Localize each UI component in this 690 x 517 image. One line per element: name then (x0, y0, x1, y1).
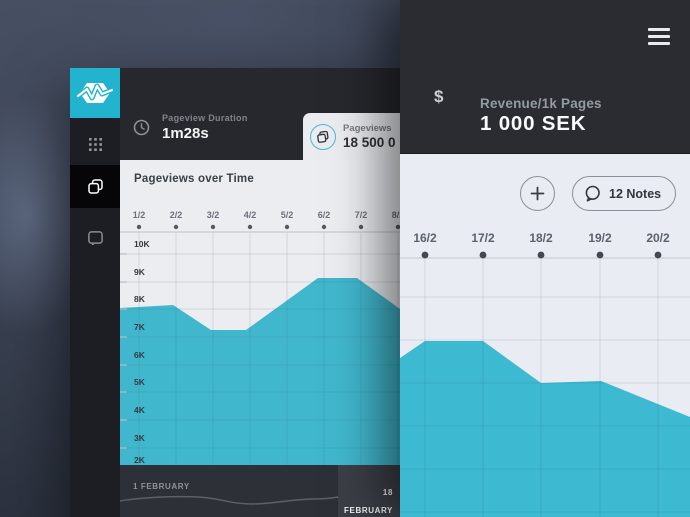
pages-icon-circle (310, 123, 336, 150)
svg-text:6/2: 6/2 (318, 210, 331, 220)
duration-label: Pageview Duration (162, 113, 248, 123)
range-end-label: 18 FEBRUARY (344, 488, 393, 515)
svg-text:5/2: 5/2 (281, 210, 294, 220)
svg-text:18/2: 18/2 (529, 231, 553, 245)
sidebar-item-apps[interactable] (70, 126, 120, 162)
mobile-dashboard-panel: $ Revenue/1k Pages 1 000 SEK 12 Notes 16… (400, 0, 690, 517)
layers-icon (87, 179, 103, 194)
sidebar-item-reports-active[interactable] (70, 165, 120, 208)
left-main-column: Pageview Duration 1m28s (120, 68, 400, 517)
svg-text:5K: 5K (134, 377, 146, 387)
pageviews-tab-label: Pageviews (343, 123, 392, 134)
duration-value: 1m28s (162, 125, 209, 142)
svg-text:7K: 7K (134, 322, 146, 332)
pageviews-chart-card: Pageviews over Time 1/2 2/2 3/2 4/2 5/2 6/2 7/… (120, 160, 400, 465)
pages-icon (317, 130, 329, 143)
svg-text:4K: 4K (134, 405, 146, 415)
range-selected-segment[interactable]: 18 FEBRUARY (338, 465, 400, 517)
svg-text:8K: 8K (134, 294, 146, 304)
chat-icon (585, 185, 600, 202)
svg-text:20/2: 20/2 (646, 231, 670, 245)
hamburger-menu-icon[interactable] (648, 28, 670, 45)
pageviews-tab-value: 18 500 0 (343, 135, 396, 150)
revenue-chart-card: 12 Notes 16/2 17/2 18/2 19/2 20/2 (400, 154, 690, 517)
plus-icon (530, 186, 545, 201)
pageviews-tab-selected[interactable]: Pageviews 18 500 0 (303, 113, 400, 160)
monitor-icon (87, 231, 103, 245)
svg-text:1/2: 1/2 (133, 210, 146, 220)
svg-text:6K: 6K (134, 350, 146, 360)
svg-text:3/2: 3/2 (207, 210, 220, 220)
svg-text:9K: 9K (134, 267, 146, 277)
svg-text:2K: 2K (134, 455, 146, 465)
svg-text:7/2: 7/2 (355, 210, 368, 220)
svg-text:19/2: 19/2 (588, 231, 612, 245)
add-note-button[interactable] (520, 176, 555, 211)
pageviews-area-chart: 1/2 2/2 3/2 4/2 5/2 6/2 7/2 8/2 10K 9K 8K 7K 6K 5K 4K 3… (120, 210, 400, 465)
svg-text:2/2: 2/2 (170, 210, 183, 220)
revenue-label: Revenue/1k Pages (480, 96, 602, 111)
desktop-dashboard-panel: Pageview Duration 1m28s (70, 68, 400, 517)
app-logo[interactable] (70, 68, 120, 118)
dollar-icon: $ (434, 87, 444, 106)
svg-text:8/2: 8/2 (392, 210, 400, 220)
notes-count-label: 12 Notes (609, 186, 662, 201)
svg-text:17/2: 17/2 (471, 231, 495, 245)
grid-icon (88, 137, 102, 151)
revenue-area-chart: 16/2 17/2 18/2 19/2 20/2 (400, 231, 690, 517)
pulse-logo-icon (77, 83, 113, 103)
svg-text:10K: 10K (134, 239, 150, 249)
revenue-value: 1 000 SEK (480, 112, 587, 135)
mobile-header: $ Revenue/1k Pages 1 000 SEK (400, 0, 690, 154)
range-start-label: 1 FEBRUARY (133, 482, 190, 491)
svg-text:4/2: 4/2 (244, 210, 257, 220)
pageview-duration-stat[interactable]: Pageview Duration 1m28s (133, 113, 248, 142)
notes-button[interactable]: 12 Notes (572, 176, 677, 211)
left-header: Pageview Duration 1m28s (120, 68, 400, 160)
chart-title: Pageviews over Time (134, 173, 254, 185)
svg-text:16/2: 16/2 (413, 231, 437, 245)
date-range-scrubber[interactable]: 1 FEBRUARY 18 FEBRUARY (120, 465, 400, 517)
sidebar-item-devices[interactable] (70, 220, 120, 256)
clock-icon (133, 119, 150, 136)
sidebar (70, 68, 120, 517)
svg-text:3K: 3K (134, 433, 146, 443)
